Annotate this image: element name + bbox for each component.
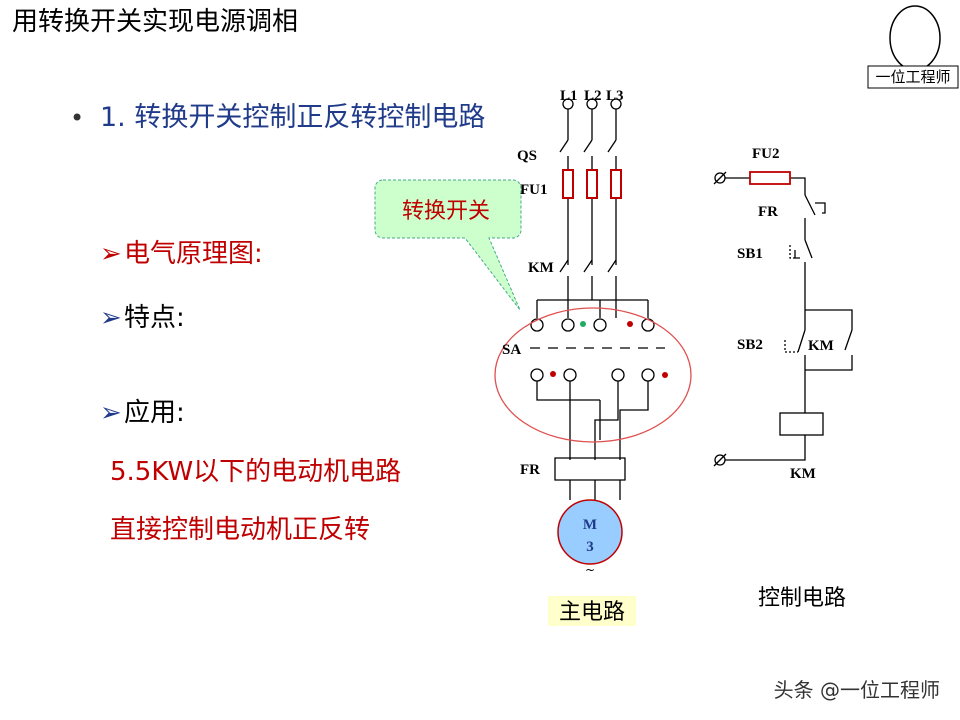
- arrow: ➢: [100, 239, 122, 269]
- bullet: 1. 转换开关控制正反转控制电路: [100, 102, 485, 133]
- label: ~: [585, 563, 595, 577]
- label: SB2: [737, 337, 763, 353]
- logo: 一位工程师: [867, 5, 959, 89]
- caption-bg: [548, 596, 636, 626]
- label: KM: [528, 260, 554, 276]
- label: L1: [560, 88, 578, 104]
- bullet-dot: •: [70, 104, 84, 132]
- callout-text: 转换开关: [402, 199, 490, 224]
- application: 直接控制电动机正反转: [110, 515, 370, 545]
- application: 5.5KW以下的电动机电路: [110, 457, 401, 487]
- label: 3: [586, 539, 594, 555]
- label: FR: [758, 204, 778, 220]
- caption: 控制电路: [758, 586, 846, 611]
- label: L3: [606, 88, 624, 104]
- label: KM: [790, 466, 816, 482]
- label: L2: [584, 88, 602, 104]
- label: FR: [520, 462, 540, 478]
- watermark: 头条 @一位工程师: [774, 678, 940, 702]
- control-circuit: FU2 FR SB1 SB2 KM KM 控制电路: [713, 146, 853, 611]
- points: ➢ 电气原理图: ➢ 特点: ➢ 应用:: [100, 239, 263, 428]
- arrow: ➢: [100, 303, 122, 333]
- main-circuit: L1 L2 L3 QS FU1 KM SA FR M 3 ~ 主电路: [494, 88, 692, 626]
- title: 用转换开关实现电源调相: [12, 7, 298, 37]
- label: SA: [502, 342, 521, 358]
- point: 电气原理图:: [124, 239, 263, 269]
- arrow: ➢: [100, 398, 122, 428]
- label: FU1: [520, 182, 548, 198]
- point: 特点:: [124, 303, 185, 333]
- label: KM: [808, 338, 834, 354]
- label: M: [583, 517, 597, 533]
- label: QS: [517, 148, 537, 164]
- caption: 主电路: [559, 600, 625, 625]
- callout: 转换开关: [374, 179, 522, 311]
- label: SB1: [737, 246, 763, 262]
- logo-text: 一位工程师: [875, 68, 950, 86]
- label: FU2: [752, 146, 780, 162]
- point: 应用:: [124, 398, 185, 428]
